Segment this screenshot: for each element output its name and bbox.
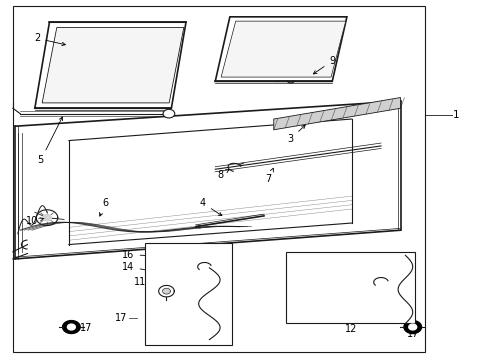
Text: 15: 15: [355, 283, 367, 293]
Bar: [144, 243, 232, 345]
Text: 12: 12: [344, 324, 356, 334]
Polygon shape: [349, 279, 357, 285]
Polygon shape: [324, 279, 331, 285]
Bar: [285, 252, 414, 323]
Polygon shape: [408, 324, 416, 330]
Text: 14: 14: [122, 262, 170, 275]
Text: 17: 17: [406, 329, 418, 339]
Polygon shape: [273, 98, 400, 130]
Text: 7: 7: [264, 168, 273, 184]
Text: 1: 1: [452, 111, 459, 121]
Polygon shape: [42, 215, 51, 221]
Text: 3: 3: [287, 125, 305, 144]
Text: 11: 11: [133, 277, 156, 290]
Polygon shape: [298, 279, 306, 285]
Text: 5: 5: [38, 117, 62, 165]
Text: 17: 17: [74, 323, 92, 333]
Polygon shape: [67, 324, 75, 330]
Text: 17: 17: [115, 313, 127, 323]
Text: 9: 9: [313, 56, 335, 74]
Text: 4: 4: [200, 198, 222, 216]
Text: 10: 10: [26, 216, 44, 226]
Text: 2: 2: [34, 33, 65, 46]
Text: 14: 14: [325, 283, 338, 293]
Text: 16: 16: [295, 283, 307, 293]
Text: 13: 13: [166, 319, 183, 341]
Polygon shape: [179, 272, 187, 278]
Polygon shape: [184, 254, 192, 260]
Circle shape: [163, 109, 174, 118]
Text: 13: 13: [388, 278, 400, 288]
Polygon shape: [163, 288, 170, 294]
Polygon shape: [62, 320, 80, 333]
Text: 6: 6: [100, 198, 108, 216]
Polygon shape: [42, 28, 183, 103]
Text: 8: 8: [217, 170, 228, 180]
Text: 16: 16: [122, 249, 173, 260]
Polygon shape: [403, 320, 421, 333]
Polygon shape: [221, 21, 345, 77]
Polygon shape: [159, 285, 174, 297]
Bar: [13, 6, 424, 352]
